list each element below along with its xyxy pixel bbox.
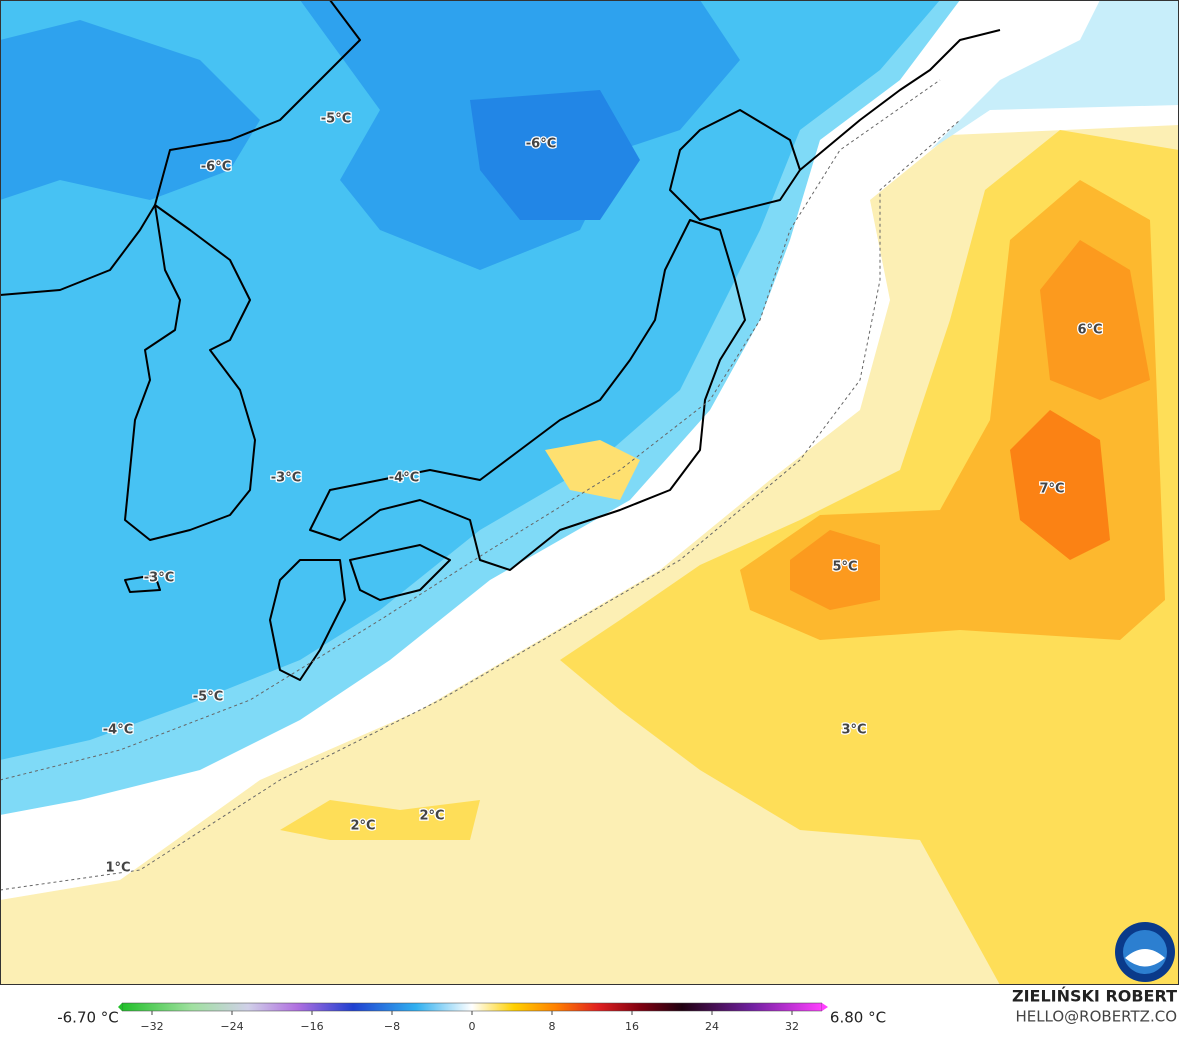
colorbar-tick-label: −8: [384, 1020, 400, 1033]
dark-orange-field: [1040, 240, 1150, 400]
darker-blue-field: [470, 90, 640, 220]
colorbar: -6.70 °C 6.80 °C −32 −24 −16 −8 0 8 16 24 32: [57, 1002, 886, 1033]
contours: [0, 79, 961, 891]
colorbar-tick-label: −24: [220, 1020, 243, 1033]
colorbar-max: 6.80 °C: [830, 1009, 886, 1027]
colorbar-tick-label: −16: [300, 1020, 323, 1033]
coastlines: [0, 0, 1001, 681]
map-label: 5°C: [832, 560, 857, 575]
noaa-logo: [1115, 922, 1175, 982]
colorbar-end: [822, 1003, 828, 1011]
light-blue-field: [930, 0, 1179, 150]
colorbar-tick-label: 0: [469, 1020, 476, 1033]
yellow-patch: [545, 440, 640, 500]
map-label: -3°C: [144, 571, 174, 586]
map-label: 6°C: [1077, 323, 1102, 338]
map-label: 2°C: [419, 809, 444, 824]
map-label: -3°C: [271, 471, 301, 486]
colorbar-tick-label: 24: [705, 1020, 719, 1033]
colorbar-bar: [121, 1002, 823, 1012]
map-label: -6°C: [201, 160, 231, 175]
map-field: [0, 0, 1179, 985]
colorbar-tick-label: 32: [785, 1020, 799, 1033]
map-label: 2°C: [350, 819, 375, 834]
map-label: 1°C: [105, 861, 130, 876]
dark-blue-field: [0, 20, 260, 200]
map-label: -6°C: [526, 137, 556, 152]
colorbar-tick-label: −32: [140, 1020, 163, 1033]
map-label: -4°C: [389, 471, 419, 486]
dark-orange-field: [1010, 410, 1110, 560]
credit-site: HELLO@ROBERTZ.CO: [1015, 1008, 1177, 1026]
blue-field: [0, 0, 940, 760]
map-label: 3°C: [841, 723, 866, 738]
map-label: -5°C: [193, 690, 223, 705]
yellow-field: [280, 800, 480, 840]
dark-orange-field: [790, 530, 880, 610]
map-label: 7°C: [1039, 482, 1064, 497]
map-label: -5°C: [321, 112, 351, 127]
colorbar-min: -6.70 °C: [57, 1009, 119, 1027]
map-label: -4°C: [103, 723, 133, 738]
map-labels: -5°C -6°C -6°C -3°C -4°C -3°C -5°C -4°C 6°C 7°C 5°…: [102, 110, 1104, 877]
colorbar-tick-label: 8: [549, 1020, 556, 1033]
colorbar-end: [118, 1003, 122, 1011]
colorbar-tick-label: 16: [625, 1020, 639, 1033]
credit-author: ZIELIŃSKI ROBERT: [1012, 987, 1177, 1006]
